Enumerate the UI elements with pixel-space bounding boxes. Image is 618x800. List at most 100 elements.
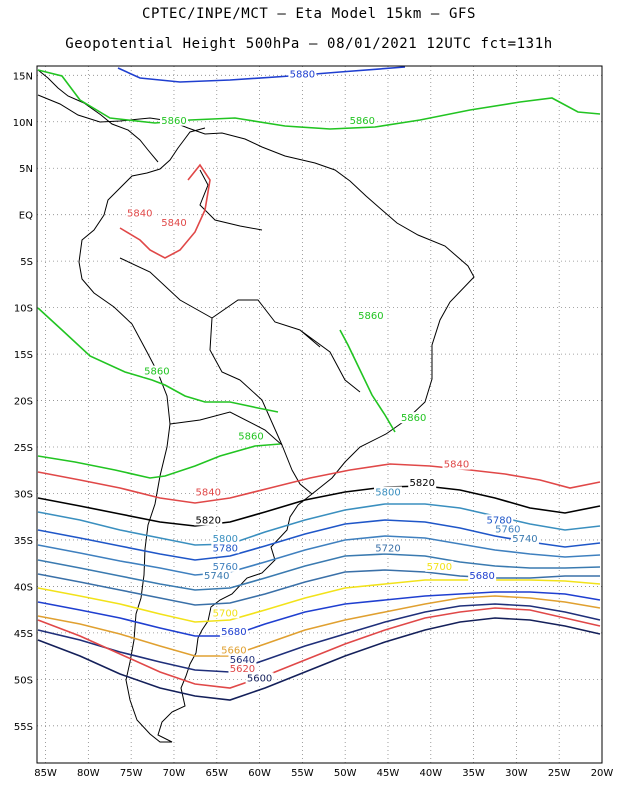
contour-label: 5780 (213, 543, 238, 554)
contour-label-bg (348, 114, 377, 126)
lat-tick-label: 30S (14, 489, 33, 500)
lat-tick-label: 40S (14, 582, 33, 593)
contour-label-bg (425, 560, 454, 572)
contour-label-bg (211, 607, 240, 619)
contour-label-bg (211, 542, 240, 554)
axis-ticks: 15N 10N 5N EQ 5S 10S 15S 20S 25S 30S 35S 40S 45S 50S 5… (13, 71, 614, 779)
title-line-1: CPTEC/INPE/MCT – Eta Model 15km – GFS (141, 6, 477, 22)
contour-label: 5840 (127, 209, 152, 220)
contour-label: 5840 (161, 218, 186, 229)
south-america-outline (37, 94, 475, 743)
contour-label: 5740 (512, 534, 537, 545)
contour-label: 5620 (230, 664, 255, 675)
contour-label-bg (485, 514, 514, 526)
contour-5860-south (37, 443, 281, 479)
coastline (37, 69, 475, 743)
contour-5740 (37, 553, 601, 591)
contour-label: 5660 (221, 645, 246, 656)
contour-label-bg (202, 570, 231, 582)
contour-label-bg (211, 560, 240, 572)
contour-label-bg (194, 514, 223, 526)
contour-label: 5700 (427, 562, 452, 573)
contour-label-bg (245, 672, 274, 684)
contour-label-bg (408, 477, 437, 489)
contour-label: 5700 (213, 608, 238, 619)
contour-label: 5860 (358, 311, 383, 322)
contour-5860-east (339, 329, 396, 433)
contour-label-bg (142, 365, 171, 377)
lat-tick-label: 10N (13, 118, 33, 129)
contour-5820 (37, 485, 601, 527)
contour-label: 5680 (221, 627, 246, 638)
lon-tick-label: 55W (291, 768, 314, 779)
title-line-2: Geopotential Height 500hPa – 08/01/2021 … (65, 36, 553, 52)
contour-5600 (37, 617, 601, 701)
lon-tick-label: 45W (377, 768, 400, 779)
graticule (37, 66, 603, 763)
contour-label: 5860 (350, 116, 375, 127)
contour-label-bg (219, 644, 248, 656)
contour-5840-main (37, 463, 601, 504)
contour-label-bg (211, 532, 240, 544)
lat-tick-label: 10S (14, 304, 33, 315)
lon-tick-label: 85W (34, 768, 57, 779)
lon-tick-label: 30W (505, 768, 528, 779)
contour-label-bg (228, 653, 257, 665)
contour-label-bg (194, 486, 223, 498)
contour-5720 (37, 569, 600, 606)
lon-tick-label: 80W (77, 768, 100, 779)
contour-label: 5860 (144, 367, 169, 378)
lat-tick-label: 50S (14, 675, 33, 686)
contour-5760 (37, 535, 601, 576)
contour-5620 (37, 607, 601, 689)
lat-tick-label: 15S (14, 350, 33, 361)
lat-tick-label: EQ (19, 211, 33, 222)
contour-label-bg (159, 216, 188, 228)
contour-label: 5760 (495, 525, 520, 536)
central-america-outline (37, 69, 159, 163)
contour-label: 5640 (230, 655, 255, 666)
contour-label: 5740 (204, 571, 229, 582)
contour-label: 5820 (195, 515, 220, 526)
contour-label-bg (159, 114, 188, 126)
lat-tick-label: 20S (14, 397, 33, 408)
country-borders (119, 169, 361, 495)
contour-label: 5800 (375, 487, 400, 498)
contour-label: 5860 (238, 432, 263, 443)
contour-label-bg (468, 570, 497, 582)
contour-label: 5860 (161, 116, 186, 127)
contour-label: 5720 (375, 543, 400, 554)
lon-tick-label: 70W (163, 768, 186, 779)
contour-label: 5800 (213, 534, 238, 545)
contour-label: 5680 (469, 571, 494, 582)
contour-5860-pacific (37, 307, 279, 413)
contour-5660 (37, 595, 601, 657)
lat-tick-label: 15N (13, 71, 33, 82)
contour-5880-north (117, 66, 406, 83)
contour-label: 5600 (247, 673, 272, 684)
contour-label-bg (288, 68, 317, 80)
contour-label: 5840 (195, 487, 220, 498)
lon-tick-label: 20W (591, 768, 614, 779)
contour-label-bg (373, 542, 402, 554)
contour-label: 5860 (401, 413, 426, 424)
lon-tick-label: 40W (419, 768, 442, 779)
contours (37, 66, 601, 701)
contour-label-bg (493, 523, 522, 535)
lon-tick-label: 25W (548, 768, 571, 779)
contour-label: 5760 (213, 562, 238, 573)
lat-tick-label: 5S (20, 257, 33, 268)
lat-tick-label: 45S (14, 629, 33, 640)
contour-5700 (37, 579, 601, 623)
contour-label-bg (228, 663, 257, 675)
contour-label-bg (373, 486, 402, 498)
contour-label-bg (442, 458, 471, 470)
contour-labels: 5880 5860 5860 5840 5840 5860 5860 5860 5860 5840… (125, 68, 539, 684)
lon-tick-label: 60W (248, 768, 271, 779)
lon-tick-label: 75W (120, 768, 143, 779)
contour-label-bg (510, 532, 539, 544)
lat-tick-label: 55S (14, 722, 33, 733)
contour-5840-blob (119, 163, 211, 259)
plot-frame (36, 65, 603, 764)
